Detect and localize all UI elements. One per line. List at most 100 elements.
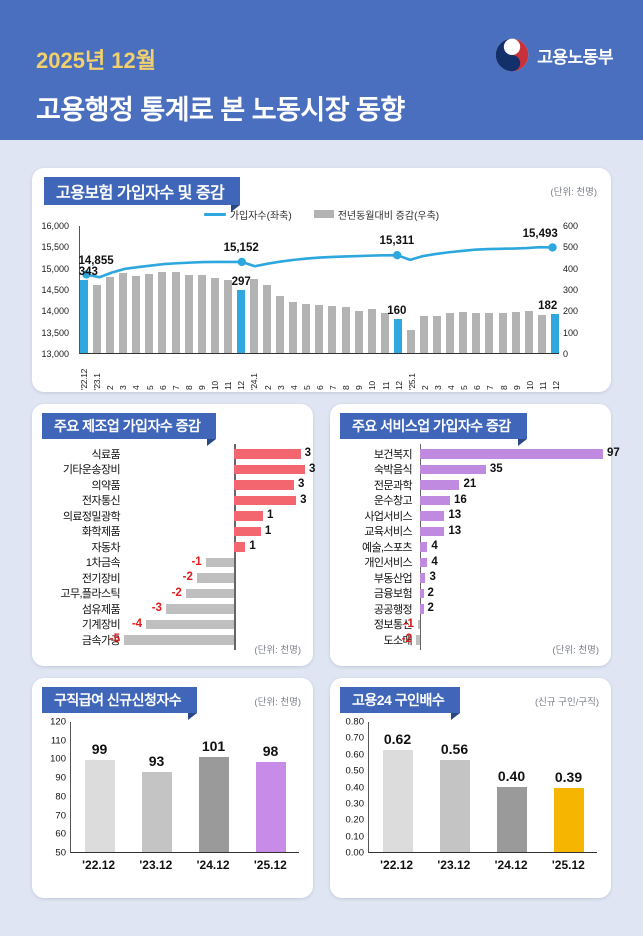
bar-value-label: 99 (91, 741, 108, 758)
bar-category-label: 금융보험 (373, 588, 413, 601)
bar-value-label: 101 (201, 737, 226, 754)
bar (524, 310, 533, 353)
bar-row: 예술,스포츠 4 (338, 537, 603, 557)
page-header: 2025년 12월 고용행정 통계로 본 노동시장 동향 고용노동부 (0, 0, 643, 140)
x-axis-labels: '22.12 '23.12 '24.12 '25.12 (70, 858, 299, 878)
zero-axis-line (419, 630, 421, 650)
bar-value-label: 4 (431, 540, 438, 552)
x-axis-tick: 2 (262, 385, 273, 390)
bar-track: 35 (416, 459, 603, 479)
bar (496, 786, 527, 852)
bar-column: 98 (254, 722, 288, 852)
plot-area: 99 93 101 98 (70, 722, 299, 853)
bar-value-label: 2 (427, 586, 434, 599)
unit-note-job-openings-ratio: (신규 구인/구직) (534, 697, 599, 708)
bar-column: 0.56 (438, 722, 472, 852)
bar (406, 329, 415, 353)
bar (119, 273, 128, 353)
card-title-manufacturing: 주요 제조업 가입자수 증감 (42, 413, 217, 446)
bar (550, 314, 559, 353)
y-axis-tick: 0.60 (345, 749, 365, 760)
line-value-label: 15,493 (522, 227, 558, 240)
x-axis-tick: 3 (432, 385, 443, 390)
bar-category-label: 자동차 (91, 541, 120, 554)
x-axis-tick: 2 (419, 385, 430, 390)
bar-row: 숙박음식 35 (338, 459, 603, 479)
bar-track: 4 (416, 537, 603, 557)
y-axis-tick: 0.00 (345, 847, 365, 859)
x-axis-tick: 12 (236, 381, 247, 390)
ministry-logo: 고용노동부 (495, 38, 613, 72)
bar (93, 284, 102, 353)
x-axis-tick: '22.12 (380, 858, 414, 872)
bar (315, 305, 324, 353)
bar-value-label: 3 (429, 571, 436, 583)
bar (433, 316, 442, 353)
bar-row: 기타운송장비 3 (40, 459, 315, 479)
page-title: 고용행정 통계로 본 노동시장 동향 (36, 95, 405, 125)
line-value-label: 14,855 (78, 254, 114, 267)
bar (419, 573, 426, 583)
bar-category-label: 숙박음식 (373, 464, 413, 477)
bar-category-label: 사업서비스 (364, 510, 412, 523)
x-axis-tick: 8 (183, 385, 194, 390)
unit-note-employment-insurance: (단위: 천명) (550, 187, 597, 198)
bar-value-label: 1 (249, 540, 256, 552)
bar-series (80, 226, 559, 353)
bar-row: 의료정밀광학 1 (40, 506, 305, 526)
bar (234, 526, 261, 536)
bar-track: -4 (124, 614, 305, 634)
bar-row: 정보통신 -1 (338, 614, 603, 634)
x-axis-tick: 5 (459, 385, 470, 390)
bar (146, 619, 235, 629)
x-axis-tick: '23.12 (437, 858, 471, 872)
x-axis-tick: 9 (196, 385, 207, 390)
bar (472, 313, 481, 353)
bar (382, 750, 413, 852)
bar-track: -2 (124, 583, 305, 603)
bar (234, 449, 301, 459)
bar (380, 312, 389, 353)
y-axis: 0.80 0.70 0.60 0.50 0.40 0.30 0.20 0.10 0.00 (336, 717, 366, 857)
bar-row: 화학제품 1 (40, 521, 305, 541)
bar-row: 금속가공 -5 (40, 630, 305, 650)
bar-row: 고무,플라스틱 -2 (40, 583, 305, 603)
bar-category-label: 개인서비스 (364, 557, 412, 570)
bar-value-label: 98 (262, 743, 279, 760)
x-axis-tick: 7 (170, 385, 181, 390)
x-axis-tick: '25.12 (551, 858, 585, 872)
bar-value-label: 1 (264, 524, 272, 537)
bar (341, 306, 350, 353)
card-title-services: 주요 서비스업 가입자수 증감 (340, 413, 527, 446)
bar-value-label: 35 (489, 462, 503, 475)
y-axis-tick: 110 (50, 734, 66, 746)
bar (354, 311, 363, 353)
bar-category-label: 전문과학 (373, 479, 413, 492)
card-job-seeking-benefit: 구직급여 신규신청자수 (단위: 천명) 120 110 100 90 80 70 60 50… (32, 678, 313, 898)
bar (393, 318, 402, 353)
bar (234, 495, 297, 505)
bar-category-label: 기타운송장비 (62, 464, 121, 477)
ribbon-fold (188, 713, 198, 720)
bar-track: -2 (124, 568, 305, 588)
bar (419, 542, 428, 552)
x-axis-tick: '25.1 (406, 373, 417, 390)
x-axis-tick: 10 (367, 381, 378, 390)
bar (328, 306, 337, 353)
zero-axis-line (234, 630, 236, 650)
bar (84, 760, 115, 852)
bar (419, 449, 603, 459)
bar (419, 511, 445, 521)
bar-track: 3 (124, 490, 307, 510)
zero-axis-line (234, 568, 236, 588)
bar-column: 0.40 (495, 722, 529, 852)
bar-track: 3 (124, 459, 315, 479)
bar-row: 자동차 1 (40, 537, 305, 557)
bar (171, 272, 180, 353)
y-axis-right-tick: 200 (563, 306, 579, 317)
card-title-job-openings-ratio: 고용24 구인배수 (340, 687, 461, 720)
bar (511, 311, 520, 353)
bar (417, 619, 420, 629)
bar-category-label: 1차금속 (85, 557, 121, 570)
